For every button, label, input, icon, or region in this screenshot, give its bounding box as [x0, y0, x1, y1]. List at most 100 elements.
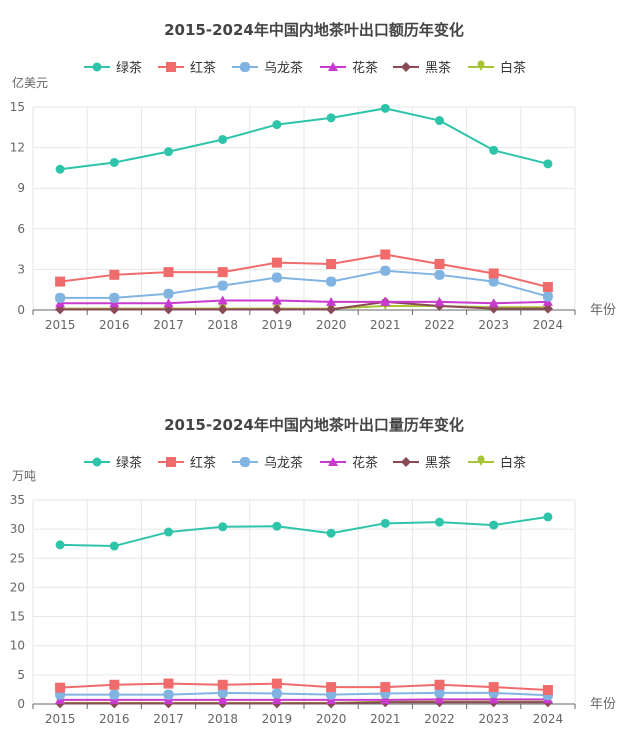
- data-point: [218, 522, 228, 532]
- data-point: [164, 527, 173, 537]
- legend-label[interactable]: 绿茶: [116, 455, 142, 471]
- data-point-tail: [383, 305, 388, 310]
- data-point: [543, 159, 553, 169]
- x-tick-label: 2015: [45, 712, 76, 726]
- legend-label[interactable]: 白茶: [500, 455, 526, 471]
- data-point: [542, 281, 553, 292]
- data-point: [163, 689, 174, 700]
- data-point: [380, 103, 390, 113]
- x-tick-label: 2019: [262, 712, 293, 726]
- data-point: [326, 276, 337, 287]
- legend-marker-icon: [401, 457, 411, 467]
- data-point: [271, 257, 282, 268]
- data-point: [217, 304, 228, 315]
- data-point: [380, 694, 391, 704]
- legend-label[interactable]: 黑茶: [425, 60, 451, 76]
- legend-label[interactable]: 绿茶: [116, 60, 142, 76]
- legend-marker-icon-tail: [479, 67, 483, 71]
- series-line: [60, 682, 548, 692]
- data-point: [217, 694, 228, 704]
- x-tick-label: 2020: [316, 712, 347, 726]
- x-tick-label: 2022: [424, 318, 455, 332]
- y-tick-label: 0: [17, 697, 25, 711]
- data-point: [218, 134, 228, 144]
- x-tick-label: 2020: [316, 318, 347, 332]
- series-line: [60, 701, 548, 705]
- data-point: [542, 303, 553, 314]
- legend-label[interactable]: 黑茶: [425, 455, 451, 471]
- data-point: [272, 521, 282, 531]
- data-point: [163, 678, 174, 689]
- data-point: [488, 276, 499, 287]
- legend-marker-icon: [240, 62, 250, 72]
- x-tick-label: 2015: [45, 318, 76, 332]
- legend-marker-icon: [328, 62, 338, 71]
- data-point: [326, 528, 336, 538]
- x-tick-label: 2021: [370, 712, 401, 726]
- legend-label[interactable]: 白茶: [500, 60, 526, 76]
- data-point: [489, 145, 499, 155]
- series-红茶: [55, 249, 553, 292]
- data-point: [109, 689, 120, 700]
- data-point: [542, 685, 553, 696]
- y-axis-label: 亿美元: [12, 75, 48, 90]
- data-point: [271, 678, 282, 689]
- data-point: [217, 267, 228, 278]
- y-tick-label: 3: [17, 262, 25, 276]
- legend-marker-icon-tail: [479, 462, 483, 466]
- y-tick-label: 35: [10, 493, 25, 507]
- legend-label[interactable]: 红茶: [190, 455, 216, 471]
- series-绿茶: [55, 103, 553, 174]
- chart-title: 2015-2024年中国内地茶叶出口量历年变化: [164, 416, 464, 434]
- x-tick-label: 2019: [262, 318, 293, 332]
- legend-marker-icon: [166, 457, 176, 467]
- x-tick-label: 2017: [153, 318, 184, 332]
- data-point: [326, 304, 337, 315]
- legend-label[interactable]: 乌龙茶: [264, 455, 303, 471]
- data-point: [543, 512, 553, 522]
- x-axis-label: 年份: [590, 303, 616, 318]
- y-tick-label: 20: [10, 580, 25, 594]
- legend-marker-icon: [401, 62, 411, 72]
- data-point: [434, 687, 445, 698]
- legend-label[interactable]: 花茶: [352, 455, 378, 471]
- y-tick-label: 0: [17, 303, 25, 317]
- legend-label[interactable]: 花茶: [352, 60, 378, 76]
- data-point: [109, 541, 119, 551]
- data-point: [271, 694, 282, 704]
- legend-marker-icon: [328, 457, 338, 466]
- series-line: [60, 691, 548, 697]
- series-花茶: [55, 694, 553, 704]
- legend-label[interactable]: 乌龙茶: [264, 60, 303, 76]
- data-point: [55, 164, 65, 174]
- data-point: [164, 147, 173, 157]
- data-point: [542, 291, 553, 302]
- data-point: [435, 517, 444, 527]
- series-乌龙茶: [55, 265, 553, 303]
- series-line: [60, 300, 548, 311]
- data-point: [217, 295, 228, 305]
- x-tick-label: 2021: [370, 318, 401, 332]
- data-point: [488, 268, 499, 279]
- data-point: [380, 682, 391, 693]
- data-point: [217, 679, 228, 690]
- y-tick-label: 15: [10, 610, 25, 624]
- y-tick-label: 30: [10, 522, 25, 536]
- data-point: [380, 249, 391, 260]
- data-point: [326, 113, 336, 123]
- data-point: [163, 288, 174, 299]
- legend-label[interactable]: 红茶: [190, 60, 216, 76]
- x-axis-label: 年份: [590, 697, 616, 712]
- series-绿茶: [55, 512, 553, 551]
- data-point: [435, 116, 444, 126]
- data-point: [434, 258, 445, 269]
- data-point: [434, 679, 445, 690]
- x-tick-label: 2024: [533, 318, 564, 332]
- x-tick-label: 2023: [478, 318, 509, 332]
- legend-marker-icon: [92, 62, 102, 72]
- data-point: [163, 267, 174, 278]
- x-tick-label: 2023: [478, 712, 509, 726]
- y-tick-label: 10: [10, 639, 25, 653]
